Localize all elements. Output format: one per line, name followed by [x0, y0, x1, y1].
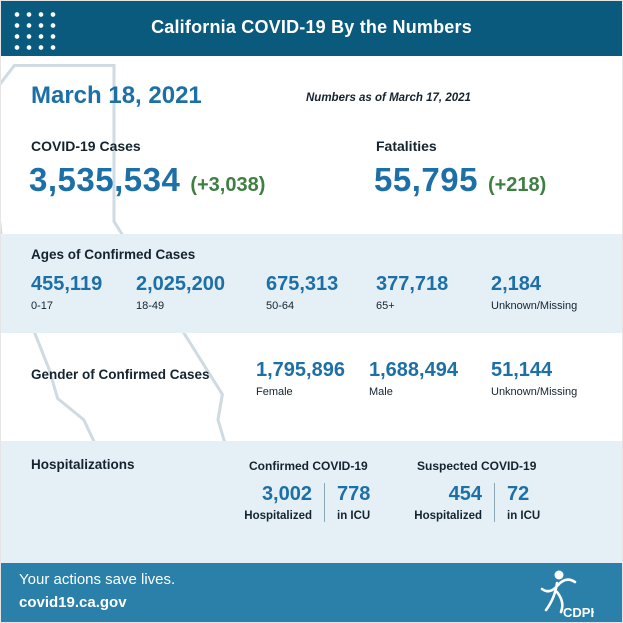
- gender-male: 1,688,494 Male: [369, 359, 458, 398]
- fatalities-label: Fatalities: [376, 138, 437, 154]
- cdph-logo-icon: CDPH: [540, 570, 594, 620]
- age-group-50-64: 675,313 50-64: [266, 273, 338, 312]
- age-label: 18-49: [136, 300, 165, 312]
- gender-value: 1,795,896: [256, 359, 345, 381]
- gender-title: Gender of Confirmed Cases: [31, 367, 210, 382]
- ages-title: Ages of Confirmed Cases: [31, 247, 196, 262]
- age-value: 2,184: [491, 273, 542, 295]
- confirmed-covid-stats: 3,002 Hospitalized 778 in ICU: [234, 483, 370, 522]
- age-label: Unknown/Missing: [491, 300, 578, 312]
- dot-grid-icon: [11, 9, 59, 51]
- suspected-hospitalized-value: 454: [448, 483, 482, 505]
- confirmed-icu-stat: 778 in ICU: [324, 483, 370, 522]
- ages-section: [1, 234, 622, 333]
- age-group-unknown: 2,184 Unknown/Missing: [491, 273, 577, 312]
- suspected-icu-label: in ICU: [507, 510, 541, 522]
- cases-total: 3,535,534 (+3,038): [29, 161, 265, 199]
- fatalities-delta: (+218): [487, 174, 547, 196]
- cases-label: COVID-19 Cases: [31, 138, 141, 154]
- as-of-note: Numbers as of March 17, 2021: [306, 92, 471, 104]
- age-group-65-plus: 377,718 65+: [376, 273, 448, 312]
- gender-label: Female: [256, 386, 293, 398]
- fatalities-value: 55,795: [374, 161, 478, 198]
- hospitalizations-title: Hospitalizations: [31, 457, 135, 472]
- age-group-18-49: 2,025,200 18-49: [136, 273, 225, 312]
- confirmed-icu-value: 778: [337, 483, 371, 505]
- page-title: California COVID-19 By the Numbers: [151, 17, 472, 37]
- suspected-hospitalized-label: Hospitalized: [414, 510, 482, 522]
- suspected-icu-stat: 72 in ICU: [494, 483, 540, 522]
- suspected-icu-value: 72: [507, 483, 530, 505]
- age-value: 2,025,200: [136, 273, 225, 295]
- footer-bar: Your actions save lives. covid19.ca.gov …: [1, 563, 622, 622]
- cases-delta: (+3,038): [190, 174, 266, 196]
- age-label: 0-17: [31, 300, 54, 312]
- age-label: 50-64: [266, 300, 295, 312]
- footer-tagline: Your actions save lives.: [19, 571, 176, 588]
- suspected-covid-stats: 454 Hospitalized 72 in ICU: [404, 483, 540, 522]
- confirmed-hospitalized-label: Hospitalized: [244, 510, 312, 522]
- fatalities-total: 55,795 (+218): [374, 161, 546, 199]
- gender-female: 1,795,896 Female: [256, 359, 345, 398]
- age-value: 455,119: [31, 273, 103, 295]
- header-bar: California COVID-19 By the Numbers: [1, 1, 622, 56]
- hospitalizations-section: [1, 441, 622, 563]
- footer-url-link[interactable]: covid19.ca.gov: [19, 594, 127, 611]
- confirmed-hospitalized-stat: 3,002 Hospitalized: [234, 483, 324, 522]
- cdph-logo-text: CDPH: [563, 605, 594, 620]
- gender-label: Unknown/Missing: [491, 386, 578, 398]
- age-label: 65+: [376, 300, 395, 312]
- age-value: 675,313: [266, 273, 339, 295]
- gender-value: 51,144: [491, 359, 553, 381]
- age-group-0-17: 455,119 0-17: [31, 273, 102, 312]
- confirmed-icu-label: in ICU: [337, 510, 371, 522]
- gender-unknown: 51,144 Unknown/Missing: [491, 359, 577, 398]
- report-date: March 18, 2021: [31, 82, 202, 109]
- suspected-hospitalized-stat: 454 Hospitalized: [404, 483, 494, 522]
- confirmed-hospitalized-value: 3,002: [261, 483, 312, 505]
- gender-value: 1,688,494: [369, 359, 458, 381]
- confirmed-covid-title: Confirmed COVID-19: [249, 459, 368, 473]
- cases-value: 3,535,534: [29, 161, 181, 198]
- age-value: 377,718: [376, 273, 449, 295]
- suspected-covid-title: Suspected COVID-19: [417, 459, 537, 473]
- gender-label: Male: [369, 386, 393, 398]
